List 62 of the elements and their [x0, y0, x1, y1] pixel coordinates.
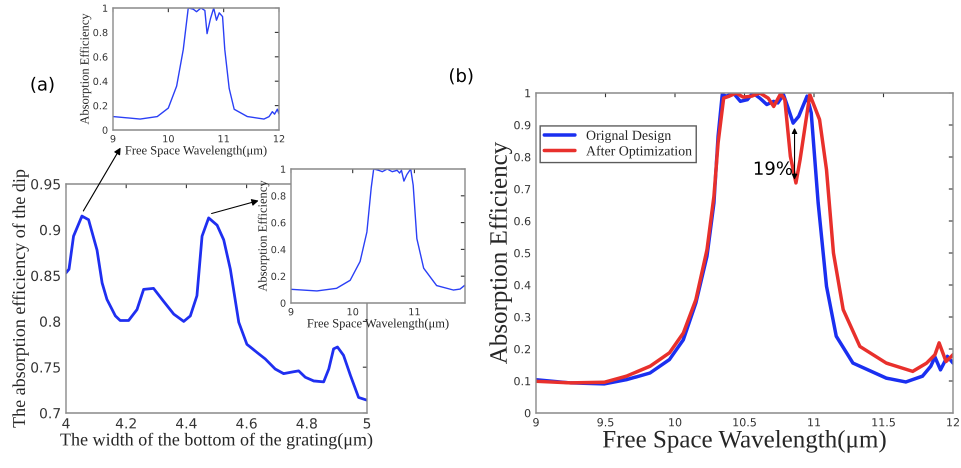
x-axis-title: Free Space Wavelength(μm) [602, 430, 886, 453]
y-tick-label: 0.2 [93, 102, 108, 110]
y-tick-label: 0.9 [40, 224, 60, 236]
y-tick-label: 0.2 [271, 272, 286, 280]
y-tick-label: 0 [280, 299, 286, 307]
annotation: 19% [754, 161, 792, 176]
x-tick-label: 9 [533, 418, 539, 426]
x-tick-label: 9.5 [597, 418, 614, 426]
x-tick-label: 11 [218, 135, 229, 142]
x-axis-title: Free Space Wavelength(μm) [307, 318, 449, 330]
y-tick-label: 0.6 [93, 53, 108, 61]
x-tick-label: 11.5 [872, 418, 895, 426]
y-tick-label: 0.8 [514, 152, 530, 162]
x-tick-label: 4.2 [116, 418, 136, 428]
x-tick-label: 10.5 [733, 418, 756, 426]
y-tick-label: 1 [525, 89, 530, 98]
y-tick-label: 0.8 [93, 28, 108, 36]
x-tick-label: 12 [274, 135, 284, 142]
x-tick-label: 10 [669, 418, 682, 426]
text: (b) [450, 68, 472, 84]
x-tick-label: 4.4 [176, 418, 197, 428]
y-tick-label: 0.8 [271, 192, 286, 200]
y-tick-label: 0.7 [40, 408, 60, 418]
x-tick-label: 10 [348, 308, 358, 316]
y-tick-label: 0 [102, 126, 108, 134]
y-tick-label: 0.6 [514, 216, 530, 226]
x-axis-title: Free Space Wavelength(μm) [125, 146, 267, 158]
y-tick-label: 0.3 [514, 312, 530, 322]
x-tick-label: 11 [808, 418, 820, 426]
y-tick-label: 0.75 [31, 362, 60, 373]
legend-label: Orignal Design [586, 130, 672, 143]
y-tick-label: 0.4 [93, 78, 108, 86]
y-axis-title: Absorption Efficiency [489, 142, 512, 364]
x-tick-label: 4.8 [296, 418, 317, 429]
legend-label: After Optimization [586, 146, 692, 158]
y-tick-label: 1 [281, 166, 286, 173]
y-tick-label: 0.1 [514, 376, 530, 386]
y-axis-title: The absorption efficiency of the dip [12, 170, 29, 428]
x-tick-label: 4.6 [236, 418, 257, 429]
text: (a) [31, 76, 54, 93]
y-tick-label: 0.95 [31, 178, 60, 190]
x-tick-label: 4 [62, 418, 70, 428]
x-axis-title: The width of the bottom of the grating(μm) [60, 432, 372, 450]
x-tick-label: 11 [409, 308, 420, 316]
y-tick-label: 0.7 [514, 184, 530, 194]
y-tick-label: 0.6 [271, 219, 286, 226]
y-tick-label: 0.5 [514, 248, 530, 258]
y-tick-label: 0.2 [514, 344, 530, 354]
y-tick-label: 0.85 [31, 270, 60, 282]
y-tick-label: 0.4 [271, 246, 286, 254]
y-tick-label: 0.8 [40, 316, 60, 327]
x-tick-label: 5 [364, 418, 370, 429]
x-tick-label: 9 [288, 308, 294, 316]
y-tick-label: 1 [103, 4, 108, 12]
y-axis-title: Absorption Efficiency [80, 13, 92, 124]
x-tick-label: 9 [110, 135, 116, 142]
x-tick-label: 10 [163, 135, 174, 142]
y-tick-label: 0.9 [514, 120, 530, 130]
y-tick-label: 0 [524, 408, 530, 418]
x-tick-label: 12 [947, 418, 959, 426]
y-axis-title: Absorption Efficiency [258, 180, 270, 292]
y-tick-label: 0.4 [514, 280, 531, 290]
